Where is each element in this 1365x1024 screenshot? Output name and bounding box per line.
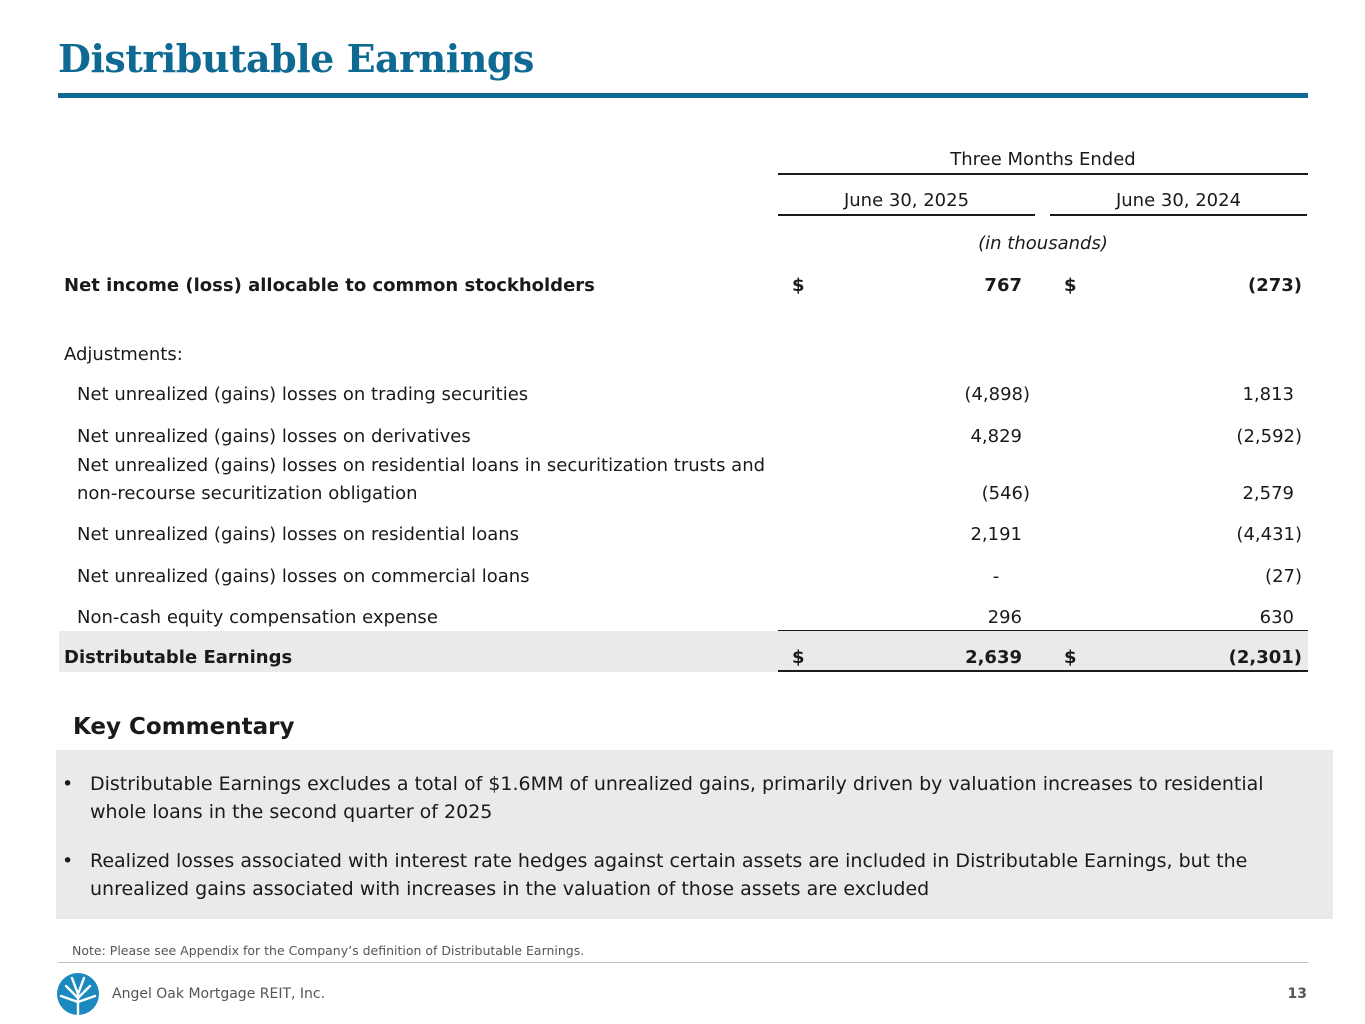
net-income-2025: 767: [984, 275, 1022, 296]
bullet-icon: •: [62, 773, 74, 795]
period-header: Three Months Ended: [950, 149, 1136, 170]
total-2025: 2,639: [965, 647, 1022, 668]
currency-symbol: $: [792, 275, 805, 296]
row-label: Net unrealized (gains) losses on commerc…: [77, 566, 530, 587]
commentary-heading: Key Commentary: [73, 714, 295, 740]
row-value-2024: (27): [1265, 566, 1302, 587]
net-income-2024: (273): [1247, 275, 1302, 296]
footer-rule: [58, 962, 1308, 963]
row-value-2024: (2,592): [1236, 426, 1302, 447]
bullet-text: Realized losses associated with interest…: [90, 850, 1248, 900]
column-header-2024: June 30, 2024: [1115, 190, 1242, 211]
period-header-rule: [778, 173, 1308, 175]
row-value-2025: (4,898): [964, 384, 1030, 405]
company-name: Angel Oak Mortgage REIT, Inc.: [112, 986, 326, 1002]
row-label: Net unrealized (gains) losses on trading…: [77, 384, 529, 405]
row-value-2024: (4,431): [1236, 524, 1302, 545]
row-value-2025: 4,829: [970, 426, 1022, 447]
row-value-2025: -: [992, 566, 1000, 587]
row-label: Net unrealized (gains) losses on derivat…: [77, 426, 471, 447]
column-rule-2024: [1050, 214, 1307, 216]
row-value-2025: 296: [987, 607, 1022, 628]
currency-symbol: $: [792, 647, 805, 668]
net-income-label: Net income (loss) allocable to common st…: [64, 275, 595, 296]
row-label: Non-cash equity compensation expense: [77, 607, 438, 628]
bullet-text: Distributable Earnings excludes a total …: [90, 773, 1264, 823]
footnote: Note: Please see Appendix for the Compan…: [72, 943, 585, 958]
total-row-background: [59, 631, 1308, 672]
total-label: Distributable Earnings: [64, 647, 293, 668]
bullet-icon: •: [62, 850, 74, 872]
page-number: 13: [1287, 986, 1307, 1002]
title-rule: [58, 93, 1308, 98]
commentary-box: • Distributable Earnings excludes a tota…: [56, 750, 1333, 919]
row-label-line2: non-recourse securitization obligation: [77, 483, 418, 504]
row-value-2024: 630: [1259, 607, 1294, 628]
row-value-2024: 1,813: [1242, 384, 1294, 405]
column-header-2025: June 30, 2025: [843, 190, 970, 211]
row-label: Net unrealized (gains) losses on residen…: [77, 524, 520, 545]
total-bottom-rule: [778, 670, 1308, 672]
row-value-2024: 2,579: [1242, 483, 1294, 504]
currency-symbol: $: [1064, 275, 1077, 296]
row-label-line1: Net unrealized (gains) losses on residen…: [77, 455, 766, 476]
total-2024: (2,301): [1228, 647, 1302, 668]
adjustments-label: Adjustments:: [64, 344, 183, 365]
row-value-2025: 2,191: [970, 524, 1022, 545]
units-label: (in thousands): [978, 233, 1108, 254]
page-title: Distributable Earnings: [58, 36, 534, 81]
column-rule-2025: [778, 214, 1035, 216]
angel-oak-tree-logo-icon: [57, 973, 99, 1016]
currency-symbol: $: [1064, 647, 1077, 668]
total-top-rule: [778, 630, 1308, 631]
row-value-2025: (546): [981, 483, 1030, 504]
